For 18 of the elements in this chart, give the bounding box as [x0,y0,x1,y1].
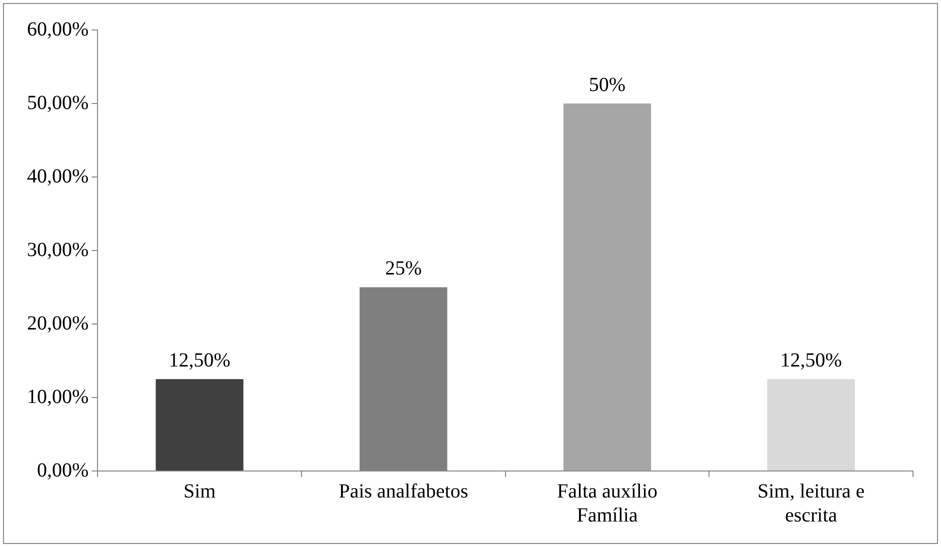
y-tick-label: 30,00% [26,238,89,261]
data-label: 25% [385,258,422,280]
data-label: 12,50% [168,349,230,372]
y-tick-label: 60,00% [26,18,89,40]
bar [767,379,855,470]
y-tick-label: 40,00% [26,165,89,188]
x-tick-label: Sim, leitura e escrita [757,480,865,526]
x-tick-label: Sim [183,480,216,502]
y-tick-label: 10,00% [26,386,89,408]
y-tick-label: 20,00% [26,312,89,334]
data-label: 50% [588,74,626,96]
y-tick-label: 0,00% [36,459,89,482]
y-tick-label: 50,00% [26,92,89,114]
bar [563,104,652,470]
x-tick-label: Pais analfabetos [338,480,468,502]
bar [156,379,244,470]
data-label: 12,50% [780,349,842,372]
x-tick-label: Falta auxílio Família [556,480,658,526]
